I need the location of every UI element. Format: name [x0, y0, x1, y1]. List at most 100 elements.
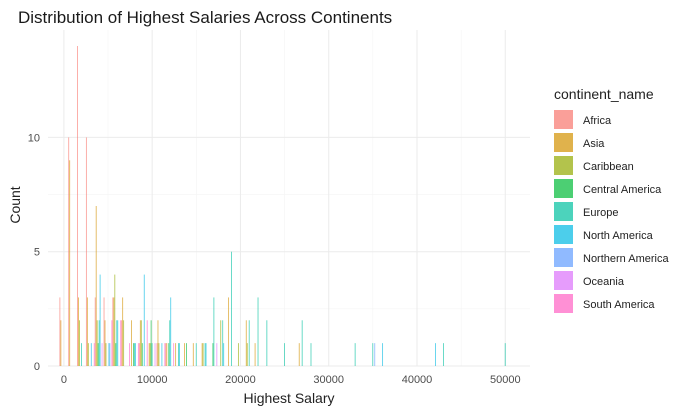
histogram-bar: [154, 343, 156, 366]
histogram-bar: [213, 297, 215, 366]
histogram-bar: [169, 320, 171, 366]
histogram-bar: [149, 343, 151, 366]
histogram-bar: [138, 343, 140, 366]
legend-swatch: [554, 110, 573, 129]
histogram-bar: [231, 251, 232, 366]
histogram-bar: [69, 160, 71, 366]
histogram-bar: [143, 274, 145, 366]
histogram-bar: [202, 343, 204, 366]
histogram-bar: [141, 343, 143, 366]
x-axis-ticks: 0 10000 20000 30000 40000 50000: [61, 374, 521, 386]
legend-swatch: [554, 133, 573, 152]
histogram-bar: [216, 343, 218, 366]
legend-swatch: [554, 179, 573, 198]
histogram-bar: [68, 137, 70, 366]
histogram-bar: [220, 320, 222, 366]
histogram-bar: [179, 343, 180, 366]
histogram-bar: [166, 343, 168, 366]
legend-label: Europe: [583, 207, 618, 219]
histogram-bar: [435, 343, 436, 366]
histogram-bar: [116, 320, 118, 366]
chart-title: Distribution of Highest Salaries Across …: [18, 8, 392, 27]
legend-label: South America: [583, 299, 655, 311]
histogram-bar: [150, 320, 152, 366]
histogram-bar: [266, 320, 268, 366]
histogram-bar: [222, 320, 224, 366]
gridlines: [48, 30, 530, 367]
legend-label: Caribbean: [583, 161, 634, 173]
histogram-bar: [298, 343, 300, 366]
histogram-bar: [504, 343, 506, 366]
histogram-bar: [131, 320, 132, 366]
histogram-bar: [301, 320, 303, 366]
x-axis-title: Highest Salary: [243, 390, 334, 406]
histogram-bar: [134, 343, 135, 366]
histogram-bar: [95, 206, 97, 366]
legend-swatch: [554, 156, 573, 175]
histogram-bar: [284, 343, 285, 366]
legend-swatch: [554, 294, 573, 313]
histogram-bar: [168, 343, 170, 366]
histogram-bar: [97, 343, 99, 366]
histogram-bar: [123, 320, 125, 366]
legend-swatch: [554, 202, 573, 221]
histogram-bar: [382, 343, 384, 366]
histogram-bar: [204, 343, 206, 366]
histogram-bar: [151, 343, 153, 366]
histogram-bar: [96, 320, 98, 366]
legend-label: Northern America: [583, 253, 669, 265]
histogram-bar: [135, 343, 136, 366]
histogram-bar: [201, 343, 203, 366]
histogram-bar: [94, 297, 96, 366]
plot-panel: [48, 30, 530, 367]
legend-label: Oceania: [583, 276, 625, 288]
histogram-bar: [108, 343, 110, 366]
histogram-bar: [186, 343, 187, 366]
x-tick-label: 50000: [490, 374, 521, 386]
histogram-bar: [248, 320, 250, 366]
histogram-bar: [112, 297, 114, 366]
histogram-bar: [60, 320, 62, 366]
histogram-bar: [157, 320, 159, 366]
histogram-bar: [105, 343, 107, 366]
histogram-bar: [140, 320, 142, 366]
legend-label: Africa: [583, 115, 612, 127]
histogram-bar: [133, 343, 134, 366]
histogram-bar: [98, 320, 100, 366]
legend-label: Central America: [583, 184, 662, 196]
x-tick-label: 0: [61, 374, 67, 386]
histogram-bar: [87, 343, 89, 366]
y-tick-label: 5: [34, 247, 40, 259]
y-axis-ticks: 0 5 10: [28, 132, 40, 373]
histogram-bar: [354, 343, 356, 366]
legend-items: Africa Asia Caribbean Central America Europe…: [554, 110, 669, 313]
histogram-bar: [310, 343, 312, 366]
histogram-bar: [223, 343, 225, 366]
x-tick-label: 10000: [137, 374, 168, 386]
histogram-bar: [93, 343, 95, 366]
y-axis-title: Count: [7, 186, 23, 223]
histogram-bar: [113, 297, 115, 366]
histogram-bar: [184, 343, 185, 366]
histogram-bar: [117, 320, 119, 366]
histogram-bar: [178, 343, 179, 366]
histogram-bar: [86, 297, 88, 366]
y-tick-label: 0: [34, 361, 40, 373]
legend-label: North America: [583, 230, 654, 242]
histogram-bar: [372, 343, 374, 366]
histogram-bar: [443, 343, 444, 366]
legend-title: continent_name: [554, 86, 654, 102]
histogram-bar: [59, 297, 61, 366]
legend-swatch: [554, 225, 573, 244]
histogram-bar: [99, 274, 101, 366]
histogram-bar: [79, 320, 80, 366]
histogram-bar: [156, 343, 158, 366]
histogram-bar: [192, 343, 194, 366]
histogram-bar: [90, 343, 92, 366]
histogram-bar: [129, 343, 130, 366]
histogram-bar: [205, 343, 207, 366]
histogram-bar: [164, 343, 166, 366]
legend-label: Asia: [583, 138, 605, 150]
histogram-bar: [137, 343, 139, 366]
